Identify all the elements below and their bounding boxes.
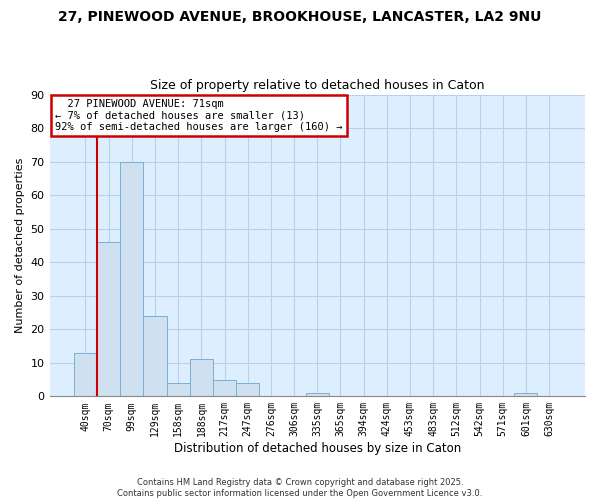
Text: 27 PINEWOOD AVENUE: 71sqm
← 7% of detached houses are smaller (13)
92% of semi-d: 27 PINEWOOD AVENUE: 71sqm ← 7% of detach… xyxy=(55,99,343,132)
Text: Contains HM Land Registry data © Crown copyright and database right 2025.
Contai: Contains HM Land Registry data © Crown c… xyxy=(118,478,482,498)
Bar xyxy=(236,383,259,396)
Bar xyxy=(190,360,213,397)
Bar xyxy=(213,380,236,396)
Bar xyxy=(74,352,97,397)
Text: 27, PINEWOOD AVENUE, BROOKHOUSE, LANCASTER, LA2 9NU: 27, PINEWOOD AVENUE, BROOKHOUSE, LANCAST… xyxy=(58,10,542,24)
Bar xyxy=(305,393,329,396)
X-axis label: Distribution of detached houses by size in Caton: Distribution of detached houses by size … xyxy=(173,442,461,455)
Bar xyxy=(167,383,190,396)
Bar xyxy=(143,316,167,396)
Y-axis label: Number of detached properties: Number of detached properties xyxy=(15,158,25,333)
Bar xyxy=(120,162,143,396)
Bar xyxy=(97,242,120,396)
Title: Size of property relative to detached houses in Caton: Size of property relative to detached ho… xyxy=(150,79,485,92)
Bar xyxy=(514,393,538,396)
